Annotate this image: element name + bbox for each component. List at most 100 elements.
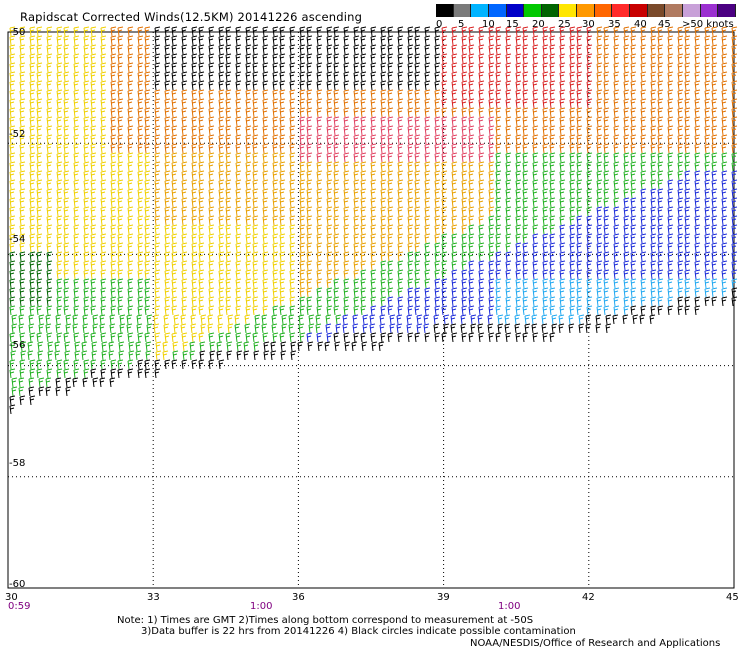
- wind-barb: [407, 269, 414, 280]
- wind-barb: [172, 350, 179, 361]
- wind-barb: [549, 53, 556, 64]
- wind-barb: [424, 44, 431, 55]
- wind-barb: [622, 314, 629, 325]
- wind-barb: [306, 278, 313, 289]
- wind-barb: [704, 44, 711, 55]
- wind-barb: [235, 269, 242, 280]
- wind-barb: [542, 305, 549, 316]
- wind-barb: [279, 305, 286, 316]
- wind-barb: [515, 89, 522, 100]
- wind-barb: [613, 134, 620, 145]
- wind-barb: [19, 215, 26, 226]
- wind-barb: [245, 143, 252, 154]
- wind-barb: [694, 170, 701, 181]
- wind-barb: [164, 305, 171, 316]
- wind-barb: [252, 305, 259, 316]
- wind-barb: [154, 80, 161, 91]
- wind-barb: [261, 314, 268, 325]
- lat-label-60: -60: [9, 579, 26, 590]
- wind-barb: [524, 314, 531, 325]
- wind-barb: [343, 305, 350, 316]
- wind-barb: [73, 359, 80, 370]
- wind-barb: [542, 170, 549, 181]
- wind-barb: [117, 197, 124, 208]
- wind-barb: [468, 197, 475, 208]
- wind-barb: [532, 116, 539, 127]
- wind-barb: [549, 179, 556, 190]
- wind-barb: [488, 188, 495, 199]
- wind-barb: [289, 233, 296, 244]
- wind-barb: [657, 161, 664, 172]
- wind-barb: [191, 233, 198, 244]
- wind-barb: [515, 71, 522, 82]
- wind-barb: [289, 170, 296, 181]
- wind-barb: [63, 260, 70, 271]
- wind-barb: [450, 314, 457, 325]
- wind-barb: [515, 26, 522, 37]
- wind-barb: [424, 224, 431, 235]
- wind-barb: [171, 62, 178, 73]
- wind-barb: [711, 287, 718, 298]
- wind-barb: [407, 98, 414, 109]
- wind-barb: [306, 269, 313, 280]
- wind-barb: [252, 53, 259, 64]
- wind-barb: [522, 26, 529, 37]
- wind-barb: [559, 188, 566, 199]
- wind-barb: [235, 152, 242, 163]
- wind-barb: [603, 197, 610, 208]
- wind-barb: [596, 107, 603, 118]
- wind-barb: [586, 44, 593, 55]
- wind-barb: [694, 62, 701, 73]
- wind-barb: [407, 89, 414, 100]
- wind-barb: [578, 323, 585, 334]
- wind-barb: [657, 134, 664, 145]
- wind-barb: [29, 188, 36, 199]
- wind-barb: [164, 98, 171, 109]
- wind-barb: [289, 44, 296, 55]
- wind-barb: [279, 44, 286, 55]
- lat-label-56: -56: [9, 340, 26, 351]
- wind-barb: [144, 98, 151, 109]
- wind-barb: [316, 53, 323, 64]
- wind-barb: [478, 260, 485, 271]
- wind-barb: [657, 287, 664, 298]
- wind-barb: [306, 152, 313, 163]
- wind-barb: [9, 53, 16, 64]
- wind-barb: [326, 161, 333, 172]
- wind-barb: [569, 260, 576, 271]
- wind-barb: [407, 26, 414, 37]
- wind-barb: [74, 350, 81, 361]
- wind-barb: [127, 296, 134, 307]
- wind-barb: [36, 278, 43, 289]
- wind-barb: [559, 305, 566, 316]
- wind-barb: [731, 251, 738, 262]
- wind-barb: [109, 323, 116, 334]
- wind-barb: [316, 215, 323, 226]
- lat-label-58: -58: [9, 458, 26, 469]
- wind-barb: [137, 26, 144, 37]
- wind-barb: [451, 62, 458, 73]
- wind-barb: [154, 26, 161, 37]
- wind-barb: [289, 116, 296, 127]
- wind-barb: [649, 314, 656, 325]
- wind-barb: [164, 260, 171, 271]
- wind-barb: [407, 71, 414, 82]
- wind-barb: [28, 386, 35, 397]
- wind-barb: [9, 332, 16, 343]
- wind-barb: [451, 251, 458, 262]
- wind-barb: [640, 179, 647, 190]
- wind-barb: [299, 197, 306, 208]
- wind-barb: [137, 305, 144, 316]
- wind-barb: [559, 161, 566, 172]
- wind-barb: [199, 350, 206, 361]
- wind-barb: [603, 80, 610, 91]
- wind-barb: [684, 179, 691, 190]
- wind-barb: [434, 170, 441, 181]
- wind-barb: [315, 323, 322, 334]
- wind-barb: [370, 53, 377, 64]
- wind-barb: [45, 323, 52, 334]
- wind-barb: [81, 341, 88, 352]
- wind-barb: [360, 260, 367, 271]
- wind-barb: [46, 80, 53, 91]
- wind-barb: [387, 26, 394, 37]
